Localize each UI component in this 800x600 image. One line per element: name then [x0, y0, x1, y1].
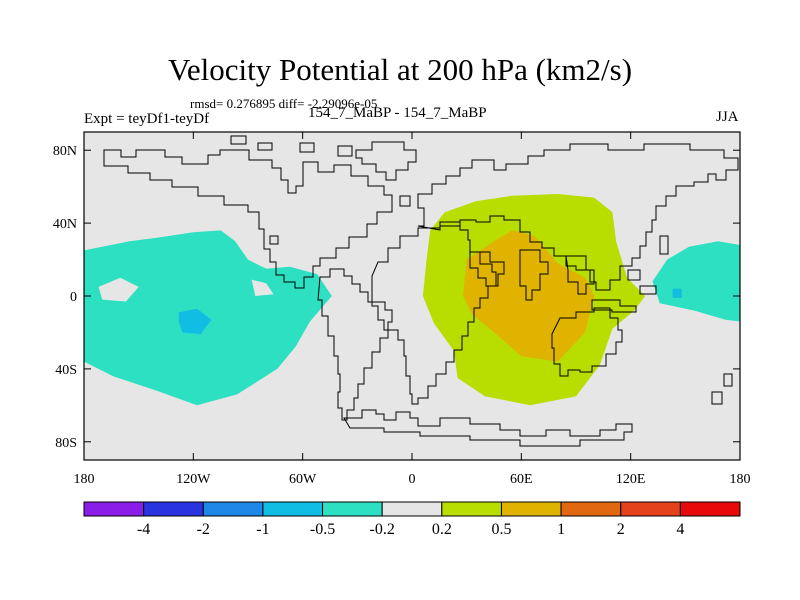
- colorbar-label: -1: [256, 521, 269, 538]
- coastline-arabia-india: [469, 249, 549, 301]
- coastlines: [103, 135, 739, 447]
- coastline-antarctica: [343, 409, 633, 447]
- colorbar-label: 0.5: [491, 521, 511, 538]
- coastline-southeast-asia: [565, 255, 657, 313]
- region-negative-anomaly-pacific-east: [652, 241, 740, 322]
- x-tick-label: 60W: [289, 472, 317, 487]
- region-background-hole-west: [98, 277, 139, 302]
- colorbar-label: 1: [557, 521, 565, 538]
- colorbar-swatch: [202, 501, 264, 517]
- y-tick-label: 80N: [53, 144, 77, 159]
- colorbar-swatch: [441, 501, 502, 517]
- x-tick-label: 0: [409, 472, 416, 487]
- colorbar-swatch: [620, 501, 681, 517]
- colorbar-swatch: [500, 501, 562, 517]
- colorbar-swatch: [679, 501, 741, 517]
- map-area: 180 120W 60W 0 60E 120E 180 80N 40N 0 40S 80S: [53, 131, 751, 487]
- y-tick-label: 0: [70, 290, 77, 305]
- stats-label: rmsd= 0.276895 diff= -2.29096e-05: [190, 96, 378, 111]
- colorbar-swatch: [83, 501, 145, 517]
- colorbar-swatch: [143, 501, 204, 517]
- coastline-australia: [551, 307, 623, 377]
- coastline-greenland: [355, 141, 417, 181]
- colorbar-label: -4: [137, 521, 150, 538]
- colorbar-swatch: [322, 501, 383, 517]
- colorbar-swatch: [262, 501, 324, 517]
- x-tick-label: 180: [730, 472, 751, 487]
- case-label: 154_7_MaBP - 154_7_MaBP: [308, 105, 487, 121]
- colorbar-label: -0.2: [370, 521, 395, 538]
- anomaly-regions: [84, 194, 740, 406]
- colorbar-label: -2: [197, 521, 210, 538]
- y-tick-label: 40S: [55, 363, 77, 378]
- axis-ticks: 180 120W 60W 0 60E 120E 180 80N 40N 0 40S 80S: [53, 132, 751, 487]
- x-tick-label: 120W: [176, 472, 211, 487]
- region-negative-anomaly-date-line-west: [84, 317, 97, 340]
- y-tick-label: 40N: [53, 217, 77, 232]
- colorbar-swatch: [560, 501, 622, 517]
- x-tick-label: 120E: [616, 472, 646, 487]
- chart-title: Velocity Potential at 200 hPa (km2/s): [167, 52, 633, 87]
- y-tick-label: 80S: [55, 436, 77, 451]
- colorbar-label: 0.2: [432, 521, 452, 538]
- coastline-eurasia: [417, 143, 739, 291]
- region-negative-anomaly-east-core: [672, 288, 682, 298]
- colorbar: -4 -2 -1 -0.5 -0.2 0.2 0.5 1 2 4: [83, 501, 741, 538]
- coastline-small-islands: [269, 195, 733, 405]
- x-tick-label: 180: [74, 472, 95, 487]
- region-negative-anomaly-pacific-core: [178, 308, 212, 335]
- coastline-north-america: [103, 149, 393, 289]
- coastline-africa: [371, 221, 497, 405]
- experiment-label: Expt = teyDf1-teyDf: [84, 111, 210, 127]
- colorbar-swatch: [381, 501, 443, 517]
- colorbar-label: 4: [676, 521, 684, 538]
- season-label: JJA: [716, 109, 739, 125]
- region-positive-anomaly-core: [463, 230, 595, 362]
- colorbar-label: -0.5: [310, 521, 335, 538]
- coastline-south-america: [317, 268, 393, 421]
- colorbar-label: 2: [617, 521, 625, 538]
- coastline-canadian-islands: [230, 135, 353, 157]
- region-background-hole-tropics: [251, 279, 274, 296]
- x-tick-label: 60E: [510, 472, 533, 487]
